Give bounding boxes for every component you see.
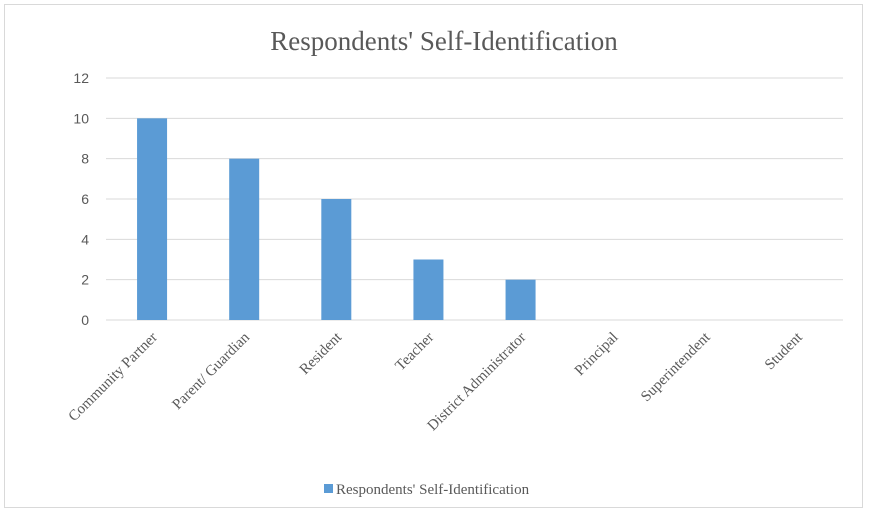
x-category-label: Resident — [297, 329, 346, 378]
x-category-label: Parent/ Guardian — [170, 329, 254, 413]
bar — [229, 158, 260, 320]
y-tick-label: 10 — [73, 110, 89, 126]
x-category-label: Community Partner — [66, 330, 161, 425]
x-category-label: District Administrator — [425, 330, 530, 435]
x-axis-labels: Community Partner Parent/ Guardian Residen… — [66, 329, 807, 434]
gridlines — [106, 77, 843, 321]
x-category-label: Teacher — [393, 330, 438, 375]
y-tick-label: 2 — [81, 272, 89, 288]
bar — [321, 199, 352, 320]
bar — [505, 279, 536, 320]
x-category-label: Principal — [572, 330, 622, 380]
x-category-label: Student — [762, 329, 806, 373]
y-tick-label: 0 — [81, 312, 89, 328]
legend: Respondents' Self-Identification — [324, 482, 530, 498]
y-axis-ticks: 0 2 4 6 8 10 12 — [73, 70, 89, 328]
bar — [413, 259, 444, 320]
legend-label: Respondents' Self-Identification — [336, 482, 530, 498]
bars — [137, 118, 536, 320]
y-tick-label: 8 — [81, 151, 89, 167]
y-tick-label: 6 — [81, 191, 89, 207]
y-tick-label: 12 — [73, 70, 89, 86]
legend-swatch — [324, 484, 333, 493]
chart-title: Respondents' Self-Identification — [270, 26, 618, 56]
y-tick-label: 4 — [81, 231, 89, 247]
bar — [137, 118, 168, 320]
x-category-label: Superintendent — [638, 329, 714, 405]
